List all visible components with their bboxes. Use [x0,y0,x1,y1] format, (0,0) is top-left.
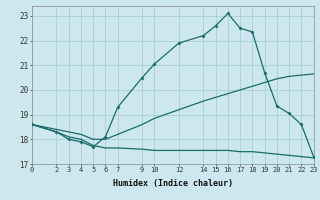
X-axis label: Humidex (Indice chaleur): Humidex (Indice chaleur) [113,179,233,188]
